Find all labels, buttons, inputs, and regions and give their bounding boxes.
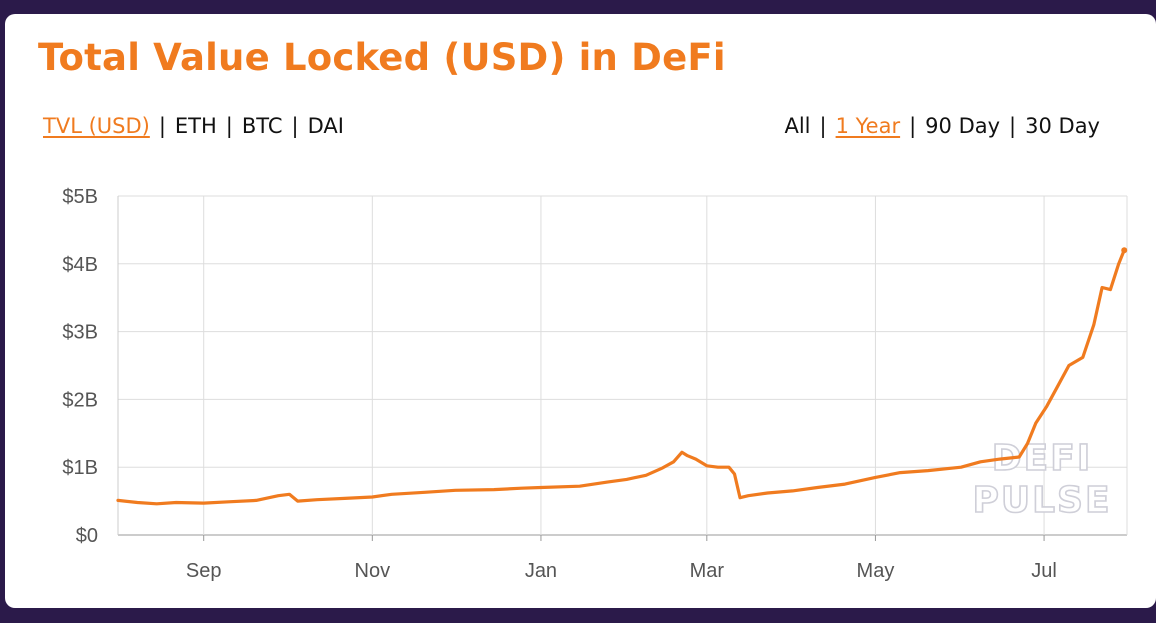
separator: | (1009, 114, 1017, 138)
y-tick-label: $2B (62, 389, 98, 411)
y-tick-label: $5B (62, 186, 98, 208)
tab-1-year[interactable]: 1 Year (835, 114, 901, 138)
metric-tabs: TVL (USD) | ETH | BTC | DAI (43, 114, 344, 138)
range-tabs: All | 1 Year | 90 Day | 30 Day (784, 114, 1100, 138)
tab-tvl-usd[interactable]: TVL (USD) (43, 114, 150, 138)
y-tick-label: $1B (62, 457, 98, 479)
tab-30-day[interactable]: 30 Day (1025, 114, 1100, 138)
separator: | (909, 114, 917, 138)
y-tick-label: $4B (62, 254, 98, 276)
y-tick-label: $3B (62, 322, 98, 344)
x-tick-label: Sep (186, 560, 222, 582)
separator: | (819, 114, 827, 138)
separator: | (158, 114, 166, 138)
x-tick-label: Nov (355, 560, 391, 582)
tvl-series-line (116, 248, 1126, 506)
y-tick-label: $0 (76, 525, 98, 547)
x-tick-label: Mar (690, 560, 725, 582)
tab-90-day[interactable]: 90 Day (925, 114, 1001, 138)
series-end-point (1121, 247, 1128, 254)
chart-title: Total Value Locked (USD) in DeFi (38, 36, 726, 79)
x-tick-label: Jul (1031, 560, 1057, 582)
tab-eth[interactable]: ETH (174, 114, 217, 138)
tab-dai[interactable]: DAI (307, 114, 344, 138)
x-tick-label: Jan (525, 560, 557, 582)
watermark-pulse: PULSE (972, 480, 1111, 521)
separator: | (291, 114, 299, 138)
tab-btc[interactable]: BTC (241, 114, 283, 138)
chart-card (5, 14, 1156, 608)
separator: | (225, 114, 233, 138)
x-tick-label: May (857, 560, 895, 582)
tab-all[interactable]: All (784, 114, 811, 138)
